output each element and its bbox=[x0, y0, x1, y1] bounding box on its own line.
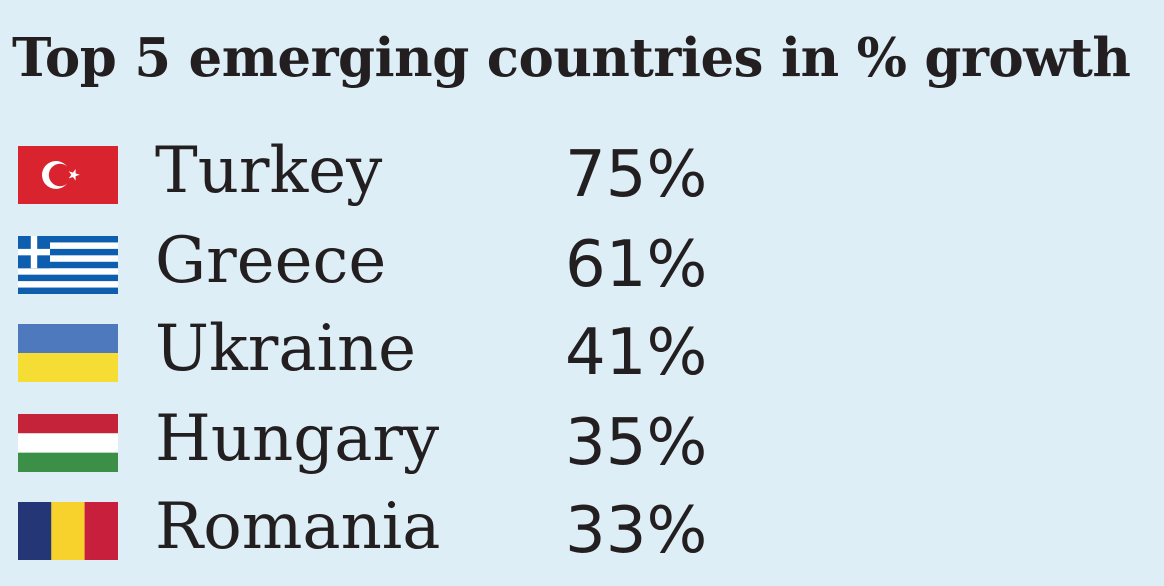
table-row: Romania 33% bbox=[0, 482, 1164, 572]
turkey-flag-icon bbox=[18, 146, 118, 204]
growth-value: 61% bbox=[565, 228, 708, 302]
table-row: Turkey 75% bbox=[0, 126, 1164, 216]
ukraine-flag-icon bbox=[18, 324, 118, 382]
table-row: Hungary 35% bbox=[0, 394, 1164, 484]
hungary-flag-icon bbox=[18, 414, 118, 472]
country-label: Turkey bbox=[155, 134, 383, 208]
growth-value: 33% bbox=[565, 494, 708, 568]
greece-flag-icon bbox=[18, 236, 118, 294]
growth-value: 41% bbox=[565, 316, 708, 390]
country-label: Romania bbox=[155, 490, 441, 564]
table-row: Ukraine 41% bbox=[0, 304, 1164, 394]
country-label: Ukraine bbox=[155, 312, 417, 386]
table-row: Greece 61% bbox=[0, 216, 1164, 306]
country-label: Greece bbox=[155, 224, 387, 298]
chart-title: Top 5 emerging countries in % growth bbox=[12, 27, 1131, 89]
country-label: Hungary bbox=[155, 402, 440, 476]
growth-value: 35% bbox=[565, 406, 708, 480]
romania-flag-icon bbox=[18, 502, 118, 560]
growth-value: 75% bbox=[565, 138, 708, 212]
